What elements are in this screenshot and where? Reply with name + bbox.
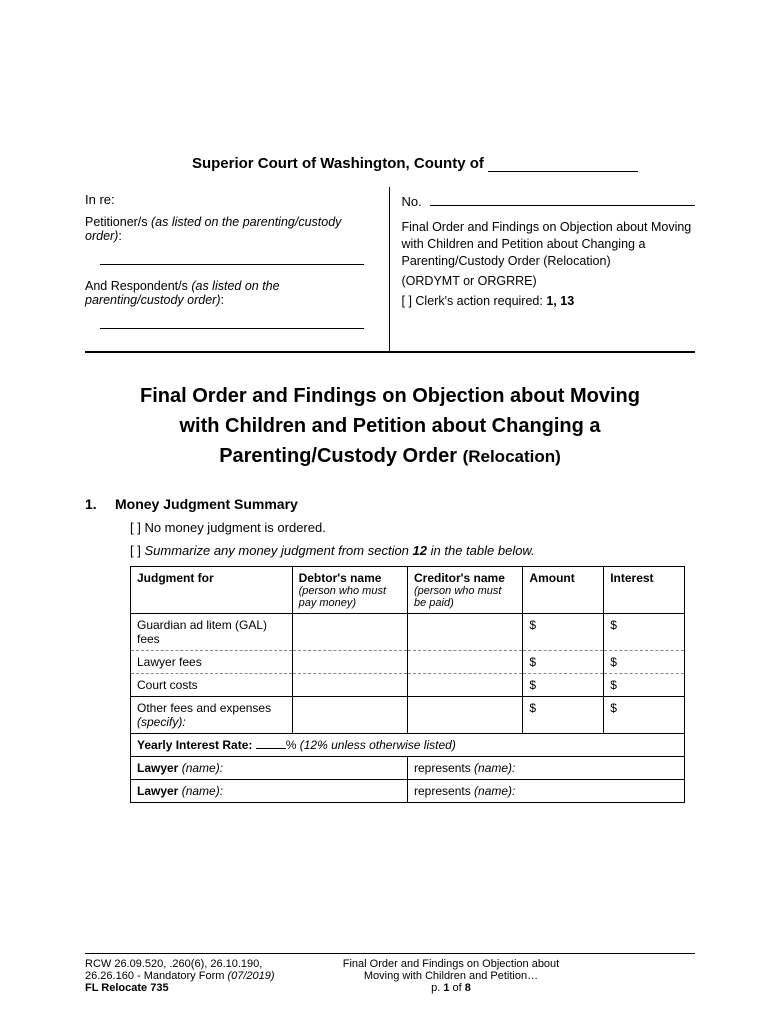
table-row: Lawyer fees $ $ xyxy=(131,651,685,674)
case-number-row: No. xyxy=(402,192,696,209)
th-creditor: Creditor's name (person who must be paid… xyxy=(408,567,523,614)
checkbox-no-judgment[interactable]: [ ] No money judgment is ordered. xyxy=(130,520,695,535)
table-row: Other fees and expenses (specify): $ $ xyxy=(131,697,685,734)
case-left-column: In re: Petitioner/s (as listed on the pa… xyxy=(85,187,390,351)
page-footer: RCW 26.09.520, .260(6), 26.10.190, 26.26… xyxy=(85,953,695,994)
table-row: Court costs $ $ xyxy=(131,674,685,697)
cell-debtor[interactable] xyxy=(292,614,407,651)
footer-center: Final Order and Findings on Objection ab… xyxy=(329,958,573,994)
cell-label: Court costs xyxy=(131,674,293,697)
th-amount: Amount xyxy=(523,567,604,614)
cell-interest[interactable]: $ xyxy=(604,697,685,734)
cell-creditor[interactable] xyxy=(408,674,523,697)
cell-creditor[interactable] xyxy=(408,614,523,651)
section-1-title: Money Judgment Summary xyxy=(115,496,298,512)
cell-interest[interactable]: $ xyxy=(604,674,685,697)
lawyer-row-2: Lawyer (name): represents (name): xyxy=(131,780,685,803)
yearly-rate-cell: Yearly Interest Rate: % (12% unless othe… xyxy=(131,734,685,757)
lawyer2-name-cell: Lawyer (name): xyxy=(131,780,408,803)
cell-debtor[interactable] xyxy=(292,651,407,674)
th-interest: Interest xyxy=(604,567,685,614)
respondent-label: And Respondent/s (as listed on the paren… xyxy=(85,279,379,307)
case-caption-box: In re: Petitioner/s (as listed on the pa… xyxy=(85,187,695,353)
case-number-blank[interactable] xyxy=(430,192,695,206)
cell-label: Guardian ad litem (GAL) fees xyxy=(131,614,293,651)
cell-amount[interactable]: $ xyxy=(523,614,604,651)
case-right-column: No. Final Order and Findings on Objectio… xyxy=(390,187,696,351)
cell-amount[interactable]: $ xyxy=(523,674,604,697)
respondent-blank-line[interactable] xyxy=(100,311,364,329)
court-header-text: Superior Court of Washington, County of xyxy=(192,155,484,172)
section-1-header: 1. Money Judgment Summary xyxy=(85,496,695,512)
petitioner-label: Petitioner/s (as listed on the parenting… xyxy=(85,215,379,243)
lawyer1-rep-cell: represents (name): xyxy=(408,757,685,780)
lawyer1-name-cell: Lawyer (name): xyxy=(131,757,408,780)
case-title-text: Final Order and Findings on Objection ab… xyxy=(402,219,696,270)
table-header-row: Judgment for Debtor's name (person who m… xyxy=(131,567,685,614)
footer-left: RCW 26.09.520, .260(6), 26.10.190, 26.26… xyxy=(85,958,329,994)
main-title-line1: Final Order and Findings on Objection ab… xyxy=(105,381,675,411)
cell-amount[interactable]: $ xyxy=(523,651,604,674)
cell-interest[interactable]: $ xyxy=(604,614,685,651)
clerk-action-label: Clerk's action required: xyxy=(415,294,542,308)
main-title-line3: Parenting/Custody Order (Relocation) xyxy=(105,441,675,471)
cell-creditor[interactable] xyxy=(408,651,523,674)
section-1-number: 1. xyxy=(85,496,115,512)
th-debtor: Debtor's name (person who must pay money… xyxy=(292,567,407,614)
in-re-label: In re: xyxy=(85,192,379,207)
clerk-checkbox[interactable]: [ ] xyxy=(402,294,412,308)
cell-label: Lawyer fees xyxy=(131,651,293,674)
checkbox-summarize[interactable]: [ ] Summarize any money judgment from se… xyxy=(130,543,695,558)
rate-blank[interactable] xyxy=(256,748,286,749)
cell-label: Other fees and expenses (specify): xyxy=(131,697,293,734)
clerk-items: 1, 13 xyxy=(546,294,574,308)
cell-amount[interactable]: $ xyxy=(523,697,604,734)
cell-creditor[interactable] xyxy=(408,697,523,734)
lawyer-row-1: Lawyer (name): represents (name): xyxy=(131,757,685,780)
main-title: Final Order and Findings on Objection ab… xyxy=(105,381,675,471)
cell-debtor[interactable] xyxy=(292,697,407,734)
cell-debtor[interactable] xyxy=(292,674,407,697)
table-row: Guardian ad litem (GAL) fees $ $ xyxy=(131,614,685,651)
petitioner-blank-line[interactable] xyxy=(100,247,364,265)
cell-interest[interactable]: $ xyxy=(604,651,685,674)
form-codes: (ORDYMT or ORGRRE) xyxy=(402,274,696,288)
footer-right xyxy=(573,958,695,994)
clerk-action-row: [ ] Clerk's action required: 1, 13 xyxy=(402,294,696,308)
yearly-rate-row: Yearly Interest Rate: % (12% unless othe… xyxy=(131,734,685,757)
judgment-table: Judgment for Debtor's name (person who m… xyxy=(130,566,685,803)
lawyer2-rep-cell: represents (name): xyxy=(408,780,685,803)
county-blank[interactable] xyxy=(488,158,638,172)
no-label: No. xyxy=(402,194,422,209)
court-header: Superior Court of Washington, County of xyxy=(85,155,695,172)
main-title-line2: with Children and Petition about Changin… xyxy=(105,411,675,441)
th-judgment: Judgment for xyxy=(131,567,293,614)
